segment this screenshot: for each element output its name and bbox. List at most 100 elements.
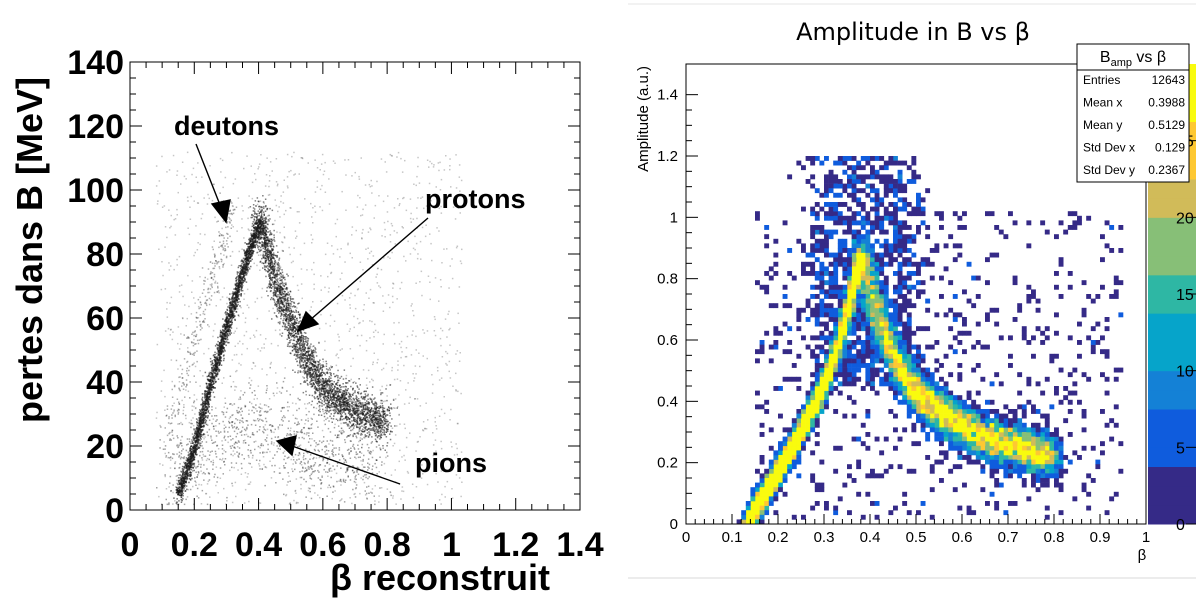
data-point (276, 263, 279, 266)
data-point (270, 261, 272, 263)
data-point (235, 206, 238, 208)
data-point (207, 396, 209, 398)
data-point (180, 489, 183, 492)
data-point (222, 338, 225, 340)
data-point (251, 245, 253, 247)
data-point (235, 282, 238, 284)
data-point (363, 426, 365, 428)
data-point (363, 390, 365, 393)
data-point (255, 236, 257, 238)
data-point (316, 402, 319, 405)
data-point (379, 421, 382, 424)
data-point (227, 315, 230, 317)
data-point (360, 395, 363, 398)
data-point (211, 361, 214, 364)
data-point (264, 239, 266, 242)
data-point (207, 389, 210, 391)
data-point (386, 430, 389, 432)
data-point (196, 422, 199, 424)
data-point (227, 313, 230, 315)
data-point (362, 402, 364, 404)
data-point (234, 306, 236, 308)
data-point (330, 397, 332, 400)
data-point (322, 371, 324, 374)
data-point (279, 322, 281, 325)
data-point (279, 282, 281, 285)
data-point (228, 332, 231, 335)
data-point (284, 290, 286, 293)
data-point (204, 412, 207, 414)
data-point (257, 229, 260, 232)
data-point (302, 335, 304, 337)
data-point (383, 420, 386, 422)
data-point (243, 266, 245, 269)
data-point (285, 320, 288, 323)
data-point (288, 333, 291, 335)
data-point (208, 405, 210, 407)
data-point (282, 274, 284, 277)
data-point (209, 396, 211, 398)
data-point (268, 262, 271, 264)
data-point (229, 311, 231, 313)
data-point (220, 260, 223, 263)
data-point (365, 390, 367, 393)
data-point (304, 361, 306, 363)
data-point (307, 351, 310, 353)
data-point (232, 308, 235, 311)
data-point (164, 427, 166, 429)
data-point (173, 384, 176, 387)
data-point (289, 307, 292, 309)
data-point (267, 228, 269, 230)
data-point (278, 306, 281, 308)
data-point (211, 386, 214, 388)
data-point (314, 378, 317, 381)
data-point (188, 365, 191, 368)
data-point (283, 311, 285, 314)
data-point (272, 298, 274, 301)
data-point (319, 404, 321, 407)
data-point (310, 361, 312, 363)
data-point (345, 415, 347, 417)
data-point (195, 311, 198, 314)
data-point (188, 468, 190, 470)
data-point (262, 245, 264, 248)
data-point (185, 477, 187, 479)
data-point (273, 267, 276, 270)
data-point (304, 349, 306, 352)
data-point (277, 261, 279, 264)
data-point (312, 368, 314, 370)
data-point (206, 393, 209, 395)
data-point (222, 332, 224, 334)
data-point (222, 355, 225, 357)
data-point (218, 342, 221, 344)
data-point (200, 338, 202, 341)
data-point (290, 334, 292, 337)
data-point (269, 275, 271, 278)
data-point (259, 249, 262, 252)
data-point (189, 381, 191, 383)
data-point (207, 415, 209, 417)
data-point (269, 285, 271, 288)
data-point (345, 421, 347, 424)
data-point (378, 423, 381, 425)
data-point (276, 315, 278, 318)
data-point (213, 396, 216, 398)
data-point (323, 399, 326, 402)
data-point (210, 295, 213, 297)
data-point (296, 319, 298, 322)
data-point (388, 409, 390, 412)
data-point (233, 315, 236, 317)
data-point (250, 238, 252, 240)
data-point (231, 315, 234, 318)
data-point (248, 255, 250, 257)
data-point (278, 299, 280, 301)
data-point (256, 218, 259, 220)
data-point (185, 480, 187, 483)
data-point (243, 252, 246, 254)
data-point (380, 399, 382, 402)
data-point (285, 303, 288, 306)
data-point (318, 388, 321, 391)
data-point (386, 399, 388, 402)
data-point (292, 298, 295, 300)
data-point (257, 236, 260, 239)
